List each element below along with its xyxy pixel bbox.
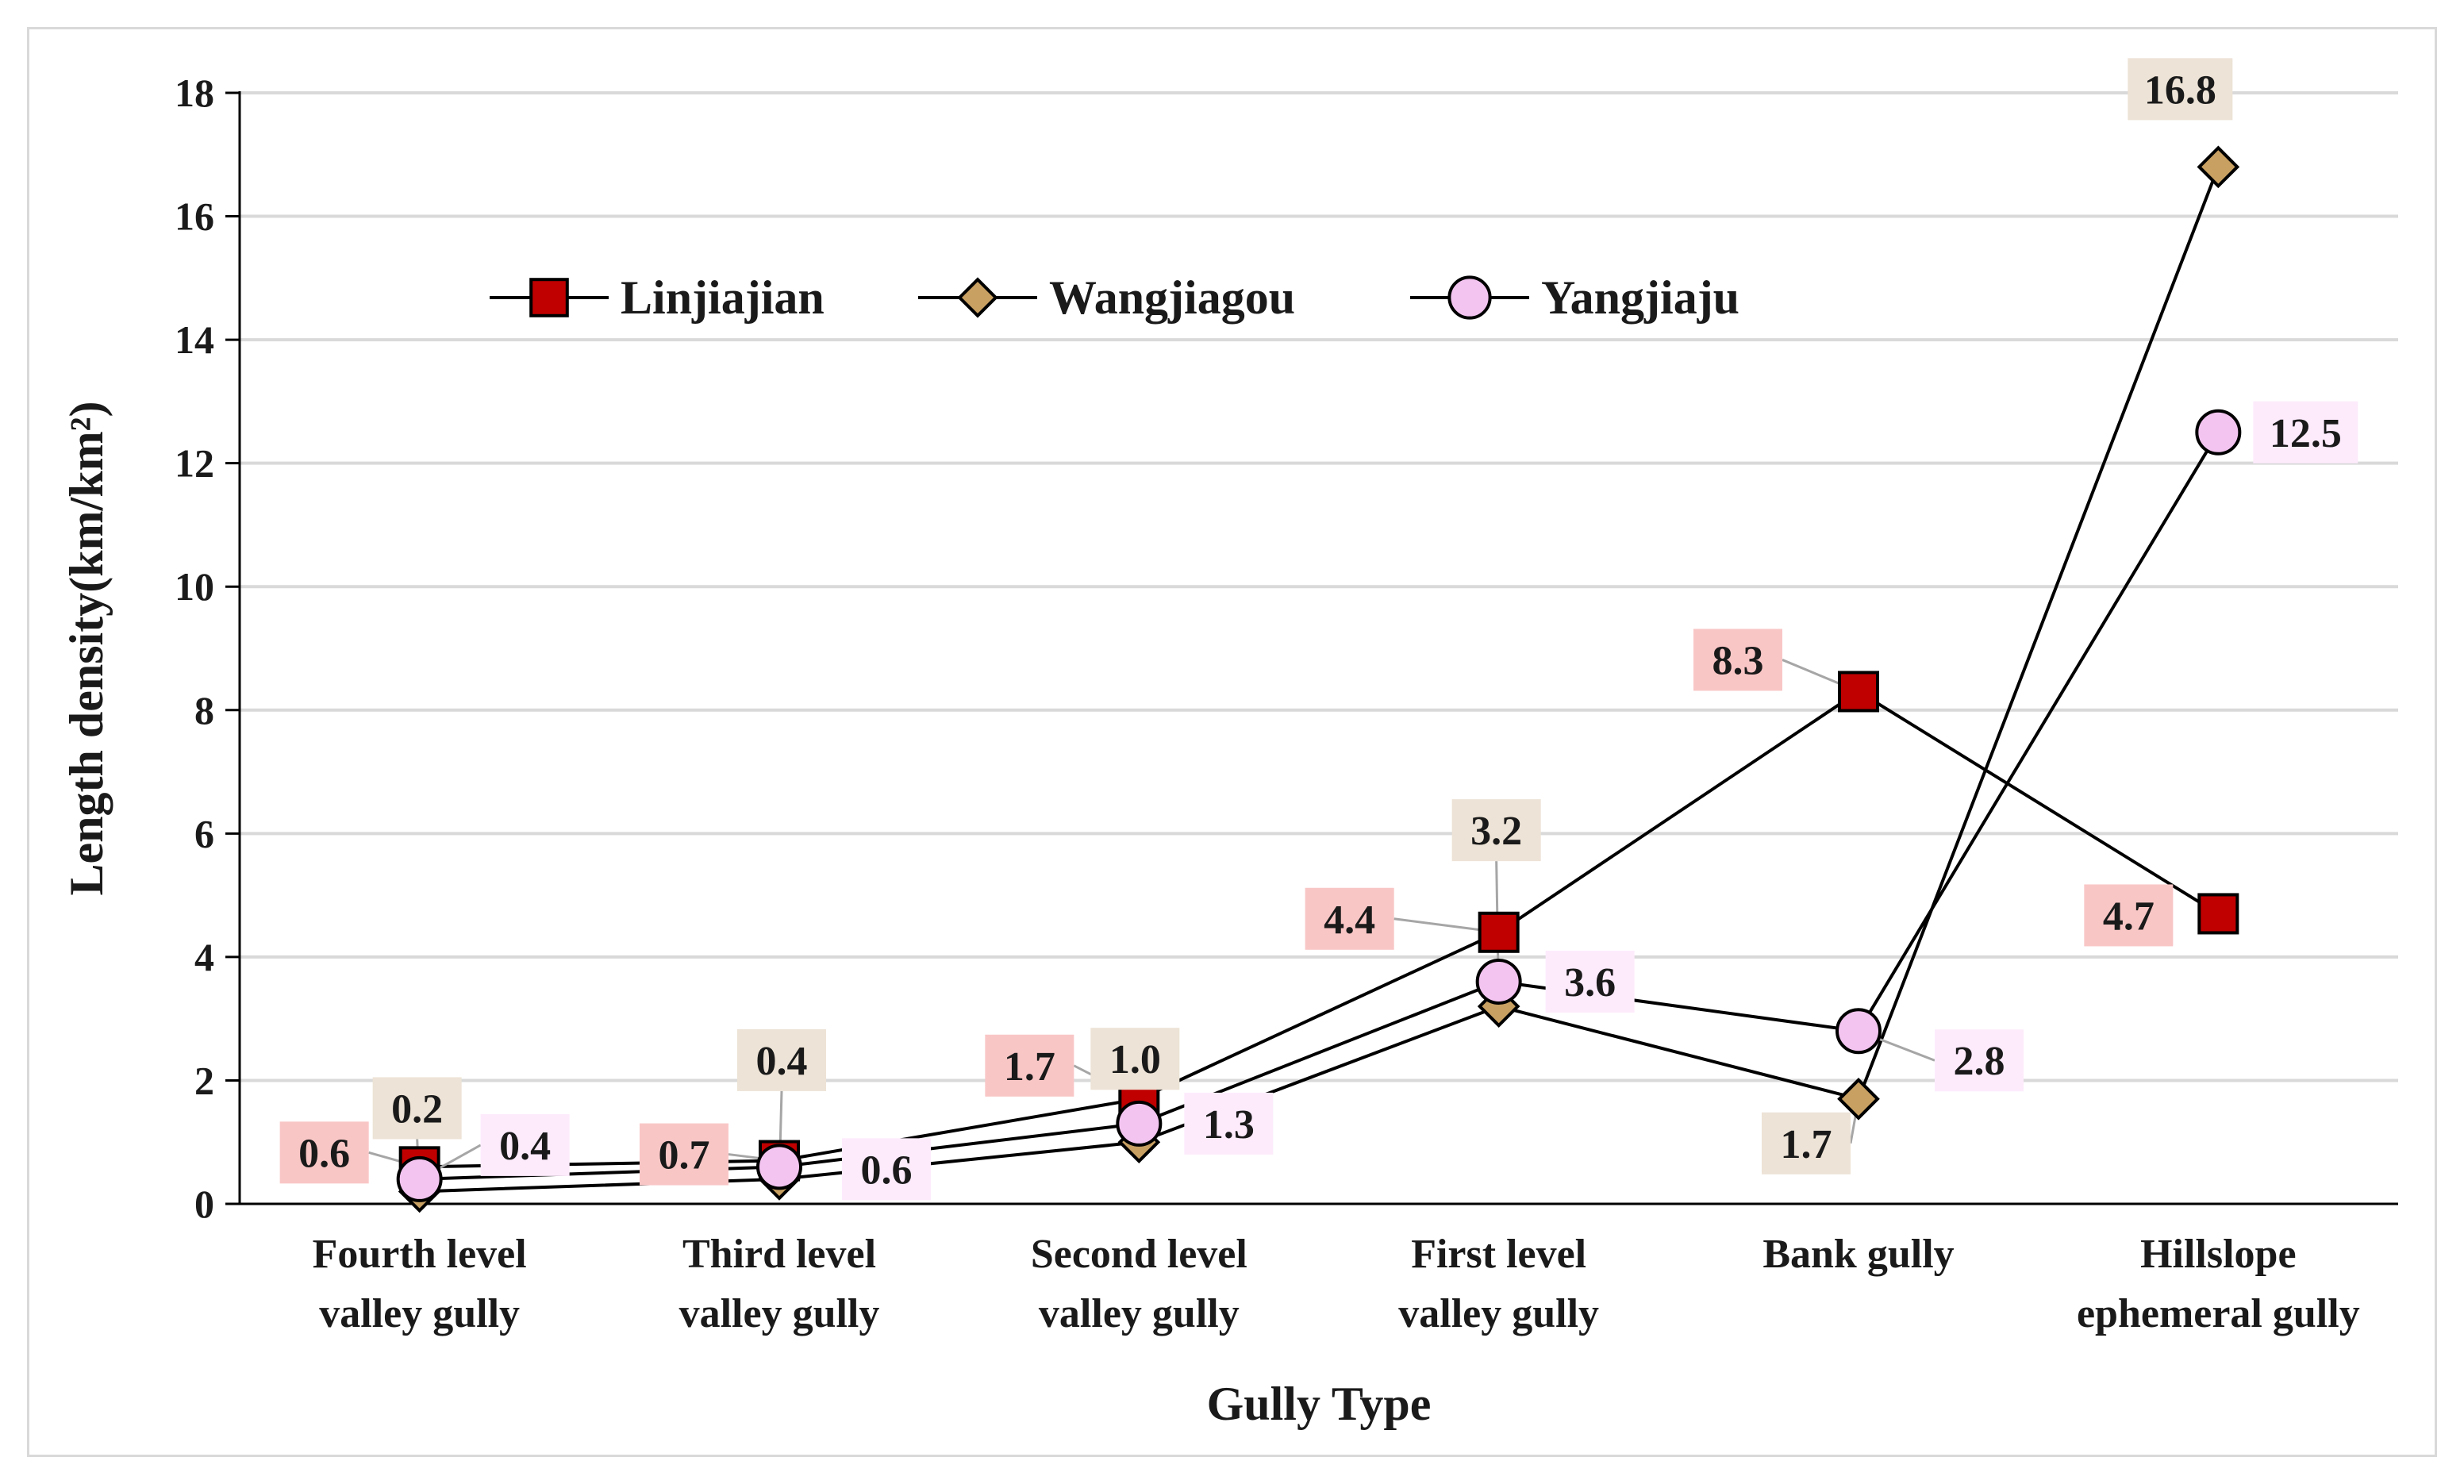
x-tick-label-line: First level xyxy=(1411,1232,1586,1277)
legend-marker-wangjiagou xyxy=(957,277,998,318)
x-tick-label: Fourth level valley gully xyxy=(313,1232,527,1336)
data-point-wangjiagou xyxy=(2197,145,2240,189)
data-label-box xyxy=(737,1028,826,1091)
data-label-box xyxy=(2128,58,2233,121)
data-label-box xyxy=(480,1113,570,1176)
y-tick-label: 16 xyxy=(175,194,214,239)
x-tick-label-line: valley gully xyxy=(679,1291,880,1336)
data-point-yangjiaju xyxy=(1836,1008,1882,1055)
y-tick-label: 18 xyxy=(175,71,214,115)
data-label-box xyxy=(2253,401,2358,463)
y-tick-label: 10 xyxy=(175,564,214,609)
y-tick-label: 12 xyxy=(175,441,214,486)
data-label-box xyxy=(1305,887,1394,950)
data-label-wangjiagou: 3.2 xyxy=(1470,809,1522,854)
data-label-box xyxy=(1184,1092,1274,1155)
data-label-box xyxy=(985,1034,1074,1097)
y-tick-label: 6 xyxy=(194,811,214,855)
data-label-linjiajian: 0.7 xyxy=(659,1133,710,1178)
x-tick-label-line: valley gully xyxy=(1398,1291,1599,1336)
chart-frame: 0 2 4 6 8 10 12 14 16 18 Fourth level valley gully T… xyxy=(27,27,2437,1457)
data-point-yangjiaju xyxy=(756,1144,802,1190)
grid-lines xyxy=(240,91,2398,1082)
data-label-wangjiagou: 16.8 xyxy=(2144,67,2216,113)
data-label-box xyxy=(1545,951,1635,1013)
y-tick-label: 2 xyxy=(194,1058,214,1102)
legend-label-wangjiagou: Wangjiagou xyxy=(1049,271,1295,324)
y-tick-label: 0 xyxy=(194,1182,214,1226)
x-tick-label: First level valley gully xyxy=(1398,1232,1599,1336)
data-point-wangjiagou xyxy=(1837,1077,1880,1121)
data-label-wangjiagou: 1.7 xyxy=(1781,1122,1832,1167)
x-tick-label-line: Fourth level xyxy=(313,1232,527,1277)
data-label-linjiajian: 4.4 xyxy=(1324,898,1375,943)
data-point-linjiajian xyxy=(1478,911,1520,953)
data-point-yangjiaju xyxy=(2195,409,2242,456)
legend-marker-yangjiaju xyxy=(1447,275,1492,320)
legend: Linjiajian Wangjiagou Yangjiaju xyxy=(490,271,1739,324)
data-point-linjiajian xyxy=(1838,671,1879,713)
data-label-box xyxy=(279,1121,369,1184)
data-label-yangjiaju: 3.6 xyxy=(1564,960,1616,1005)
legend-marker-linjiajian xyxy=(529,278,569,317)
data-label-box xyxy=(1451,799,1541,862)
data-label-yangjiaju: 0.4 xyxy=(499,1124,551,1169)
legend-label-yangjiaju: Yangjiaju xyxy=(1541,271,1739,324)
x-tick-label-line: Bank gully xyxy=(1762,1232,1954,1277)
data-label-box xyxy=(1762,1112,1851,1175)
data-label-box xyxy=(1935,1029,2024,1092)
y-tick-label: 14 xyxy=(175,317,214,362)
data-label-linjiajian: 8.3 xyxy=(1712,638,1764,683)
data-label-box xyxy=(372,1077,462,1140)
data-point-yangjiaju xyxy=(1116,1100,1163,1147)
data-label-box xyxy=(842,1138,931,1201)
data-label-yangjiaju: 0.6 xyxy=(861,1148,913,1193)
data-label-box xyxy=(1693,629,1782,691)
x-tick-label: Second level valley gully xyxy=(1031,1232,1247,1336)
data-label-box xyxy=(1090,1028,1180,1090)
data-label-wangjiagou: 1.0 xyxy=(1109,1037,1161,1082)
data-point-linjiajian xyxy=(2197,893,2239,935)
y-axis-title: Length density(km/km²) xyxy=(60,401,113,895)
data-label-box xyxy=(2084,884,2174,947)
x-tick-label-line: valley gully xyxy=(319,1291,520,1336)
data-label-linjiajian: 4.7 xyxy=(2103,894,2155,939)
data-label-wangjiagou: 0.4 xyxy=(756,1039,808,1084)
series-markers xyxy=(396,145,2242,1213)
x-tick-label: Third level valley gully xyxy=(679,1232,880,1336)
y-tick-label: 4 xyxy=(194,935,214,979)
data-label-yangjiaju: 2.8 xyxy=(1954,1039,2005,1084)
x-tick-label-line: valley gully xyxy=(1039,1291,1240,1336)
x-tick-label: Bank gully xyxy=(1762,1232,1954,1277)
y-tick-label: 8 xyxy=(194,688,214,732)
data-point-yangjiaju xyxy=(1475,959,1522,1005)
x-tick-label-line: ephemeral gully xyxy=(2077,1291,2360,1336)
data-point-yangjiaju xyxy=(396,1155,443,1202)
data-label-wangjiagou: 0.2 xyxy=(391,1086,443,1132)
data-label-yangjiaju: 12.5 xyxy=(2270,411,2342,456)
data-label-linjiajian: 0.6 xyxy=(298,1131,350,1176)
data-label-yangjiaju: 1.3 xyxy=(1203,1102,1255,1148)
x-tick-label-line: Hillslope xyxy=(2140,1232,2296,1277)
x-axis-title: Gully Type xyxy=(1207,1378,1432,1430)
data-label-box xyxy=(640,1123,728,1186)
x-tick-label-line: Second level xyxy=(1031,1232,1247,1277)
data-labels: 0.6 0.7 1.7 4.4 8.3 4.7 0.2 0.4 1.0 3.2 1.7 16.8 0.4… xyxy=(279,58,2358,1201)
data-label-linjiajian: 1.7 xyxy=(1004,1044,1055,1090)
x-tick-label-line: Third level xyxy=(682,1232,876,1277)
legend-label-linjiajian: Linjiajian xyxy=(621,271,825,324)
x-tick-label: Hillslope ephemeral gully xyxy=(2077,1232,2360,1336)
